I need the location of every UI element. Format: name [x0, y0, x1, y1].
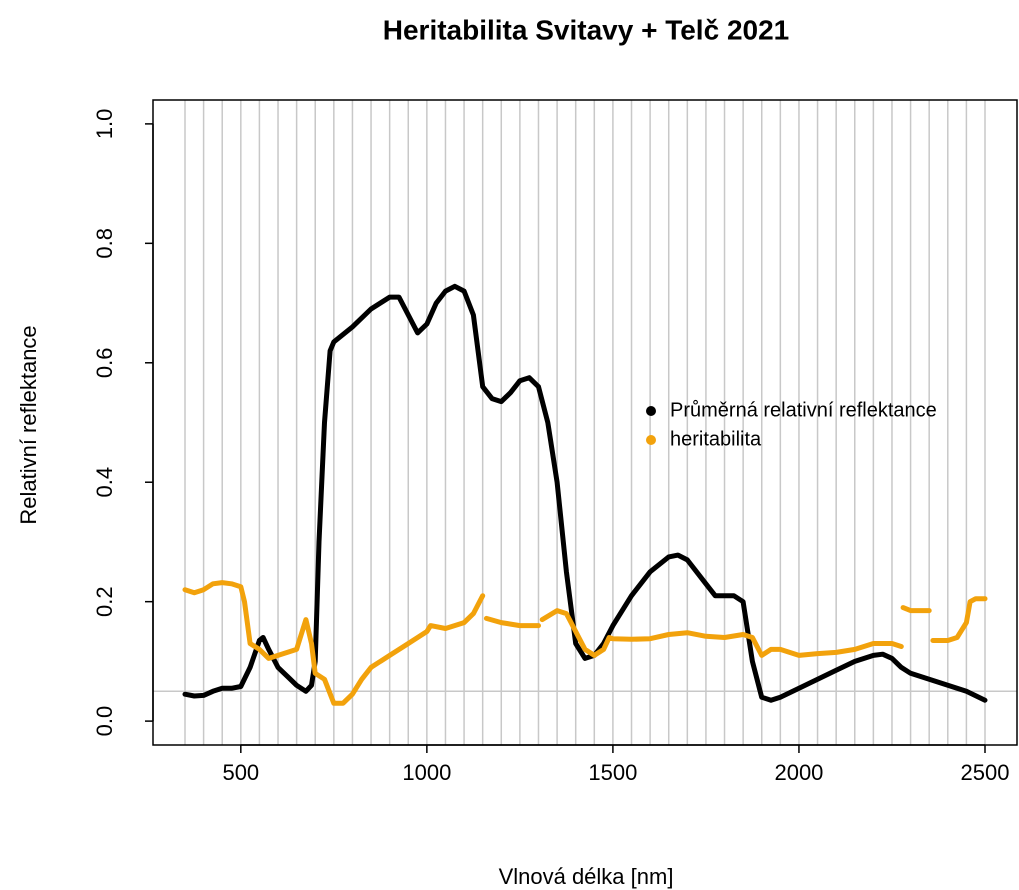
legend-marker — [646, 435, 656, 445]
series-line — [182, 283, 988, 703]
y-tick-label: 1.0 — [92, 109, 117, 140]
x-axis-label: Vlnová délka [nm] — [499, 864, 674, 889]
y-axis-label: Relativní reflektance — [16, 325, 41, 524]
x-tick-label: 1500 — [588, 760, 637, 785]
x-tick-label: 2500 — [961, 760, 1010, 785]
y-tick-label: 0.4 — [92, 467, 117, 498]
y-tick-label: 0.0 — [92, 706, 117, 737]
x-tick-label: 1000 — [402, 760, 451, 785]
x-tick-label: 2000 — [774, 760, 823, 785]
legend-marker — [646, 406, 656, 416]
x-tick-label: 500 — [222, 760, 259, 785]
chart-title: Heritabilita Svitavy + Telč 2021 — [383, 14, 789, 45]
y-tick-label: 0.6 — [92, 347, 117, 378]
series-line — [182, 580, 988, 706]
y-tick-label: 0.2 — [92, 586, 117, 617]
legend-label: heritabilita — [670, 428, 762, 450]
legend-label: Průměrná relativní reflektance — [670, 399, 937, 421]
y-tick-label: 0.8 — [92, 228, 117, 259]
